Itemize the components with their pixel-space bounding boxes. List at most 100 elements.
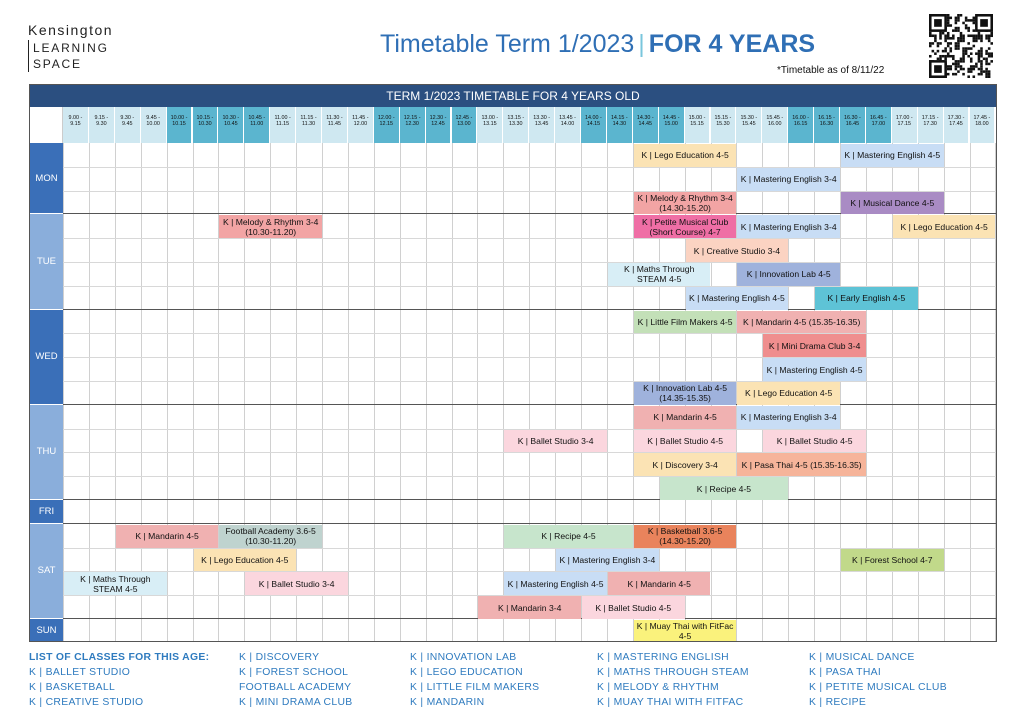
time-slot-start: 13.45 - [559,115,576,121]
grid-row-line [63,333,996,335]
time-slot-end: 12.30 [405,121,419,128]
time-slot-end: 9.30 [96,121,107,128]
time-slot-end: 14.45 [638,121,652,128]
grid-row-line [63,285,996,287]
class-block: K | Mandarin 4-5 [115,524,219,548]
time-slot-header: 13.30 -13.45 [529,107,556,143]
grid-column-line [192,143,194,641]
grid-column-line [451,143,453,641]
day-label-fri: FRI [30,500,63,524]
time-slot-start: 12.45 - [455,115,473,121]
time-slot-start: 17.30 - [947,115,965,121]
time-slot-header: 12.00 -12.15 [373,107,400,143]
class-block: K | Mastering English 4-5 [763,358,866,381]
grid-column-line [140,143,142,641]
time-slot-end: 15.15 [690,121,704,128]
grid-column-line [477,143,479,641]
legend-item: FOOTBALL ACADEMY [239,682,352,693]
class-block: K | Forest School 4-7 [841,548,944,572]
time-slot-start: 15.45 - [766,115,784,121]
time-slot-start: 10.00 - [170,115,188,121]
grid-column-line [995,143,996,641]
time-slot-end: 11.00 [250,121,264,128]
grid-column-line [296,143,298,641]
time-slot-header: 11.45 -12.00 [347,107,374,143]
time-slot-header: 11.30 -11.45 [322,107,348,143]
grid-column-line [373,143,375,641]
time-slot-header: 13.45 -14.00 [555,107,581,143]
time-slot-header: 16.00 -16.15 [788,107,815,143]
day-separator-line [63,308,996,310]
time-slot-start: 9.15 - [94,115,109,121]
class-block: K | Mastering English 3-4 [556,548,659,572]
time-slot-start: 11.00 - [274,115,291,121]
time-slot-start: 9.30 - [120,115,135,121]
logo: Kensington LEARNING SPACE [28,22,113,72]
time-slot-header: 12.15 -12.30 [399,107,426,143]
time-slot-start: 12.30 - [429,115,447,121]
time-slot-end: 10.30 [198,121,212,128]
grid-row-line [63,452,996,454]
time-slot-end: 11.45 [327,121,341,128]
class-block: K | Maths Through STEAM 4-5 [64,572,167,596]
time-slot-end: 9.45 [121,121,133,128]
grid-column-line [270,143,272,641]
grid-column-line [606,143,608,641]
grid-row-line [63,476,996,478]
time-slot-start: 15.30 - [740,115,758,121]
legend-item: K | RECIPE [809,697,867,708]
class-block: K | Mastering English 3-4 [737,167,840,191]
time-slot-header: 17.00 -17.15 [891,107,918,143]
grid-column-line [891,143,893,641]
time-slot-end: 16.30 [819,121,834,128]
grid-column-line [736,143,738,641]
class-block: K | Mandarin 3-4 [478,596,581,619]
legend-item: K | LITTLE FILM MAKERS [410,682,540,693]
grid-column-line [218,143,220,641]
time-slot-header: 17.15 -17.30 [917,107,944,143]
time-slot-end: 10.45 [224,121,238,128]
legend-item: K | MINI DRAMA CLUB [239,697,353,708]
time-slot-end: 13.15 [483,121,497,128]
day-separator-line [63,403,996,405]
time-slot-header: 13.15 -13.30 [503,107,530,143]
time-slot-end: 14.30 [612,121,627,128]
class-block: K | Lego Education 4-5 [737,382,840,405]
time-slot-start: 17.45 - [973,115,991,121]
grid-row-line [63,190,996,192]
class-block: K | Basketball 3.6-5 (14.30-15.20) [633,524,737,548]
time-slot-end: 11.15 [276,121,290,128]
time-slot-start: 15.00 - [688,115,706,121]
time-slot-header: 13.00 -13.15 [477,107,504,143]
time-slot-end: 18.00 [975,121,989,128]
class-block: K | Mandarin 4-5 [633,405,737,429]
grid-column-line [347,143,349,641]
class-block: K | Pasa Thai 4-5 (15.35-16.35) [737,453,866,477]
time-slot-header: 12.30 -12.45 [425,107,452,143]
time-slot-end: 14.15 [586,121,601,128]
time-slot-end: 17.45 [949,121,963,128]
grid-column-line [322,143,323,641]
time-slot-start: 17.15 - [921,115,939,121]
time-slot-header: 12.45 -13.00 [451,107,478,143]
title-age: FOR 4 YEARS [648,30,816,58]
legend-item: K | CREATIVE STUDIO [29,697,144,708]
grid-row-line [63,357,996,359]
time-slot-header: 14.45 -15.00 [658,107,685,143]
legend-item: K | LEGO EDUCATION [410,667,523,678]
class-block: Football Academy 3.6-5 (10.30-11.20) [219,524,322,548]
class-block: K | Musical Dance 4-5 [841,191,944,215]
time-slot-start: 13.15 - [507,115,525,121]
day-label-sun: SUN [30,619,63,641]
grid-column-line [244,143,246,641]
timetable-banner: TERM 1/2023 TIMETABLE FOR 4 YEARS OLD [30,85,996,107]
grid-column-line [581,143,582,641]
class-block: K | Early English 4-5 [815,286,918,310]
time-slot-start: 17.00 - [895,115,913,121]
time-slot-end: 16.15 [793,121,808,128]
grid-row-line [63,166,996,168]
legend-item: K | MUSICAL DANCE [809,652,915,663]
time-slot-end: 13.00 [457,121,471,128]
time-slot-start: 13.00 - [481,115,499,121]
class-block: K | Mastering English 4-5 [504,572,607,596]
